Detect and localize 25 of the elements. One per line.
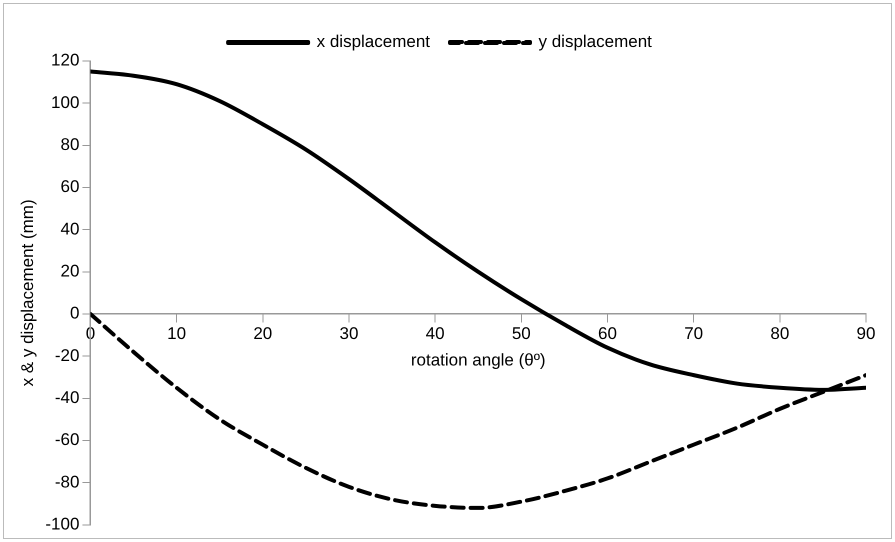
- y-tick-label: -20: [54, 346, 80, 365]
- legend-label: x displacement: [316, 32, 430, 52]
- y-tick-label: 100: [51, 92, 80, 112]
- x-tick-label: 20: [253, 324, 272, 343]
- y-tick-label: -100: [45, 514, 80, 534]
- y-tick-label: -80: [54, 472, 80, 492]
- legend-label: y displacement: [538, 32, 652, 52]
- x-tick-label: 40: [426, 324, 445, 343]
- y-axis-title: x & y displacement (mm): [18, 199, 37, 386]
- x-axis-title: rotation angle (θº): [410, 350, 546, 370]
- x-tick-label: 80: [770, 324, 790, 343]
- y-tick-label: 40: [60, 219, 80, 238]
- x-tick-label: 60: [598, 324, 617, 343]
- x-tick-label: 10: [167, 324, 186, 343]
- y-tick-label: -40: [54, 388, 80, 407]
- y-tick-label: 20: [60, 262, 80, 281]
- x-tick-label: 30: [339, 324, 358, 343]
- y-tick-label: 60: [60, 177, 80, 196]
- y-tick-label: 120: [51, 50, 80, 70]
- x-tick-label: 70: [684, 324, 704, 343]
- y-tick-label: -60: [54, 430, 80, 450]
- y-tick-label: 80: [60, 135, 80, 154]
- y-tick-label: 0: [70, 304, 80, 323]
- x-tick-label: 50: [512, 324, 531, 343]
- x-tick-label: 90: [856, 324, 876, 343]
